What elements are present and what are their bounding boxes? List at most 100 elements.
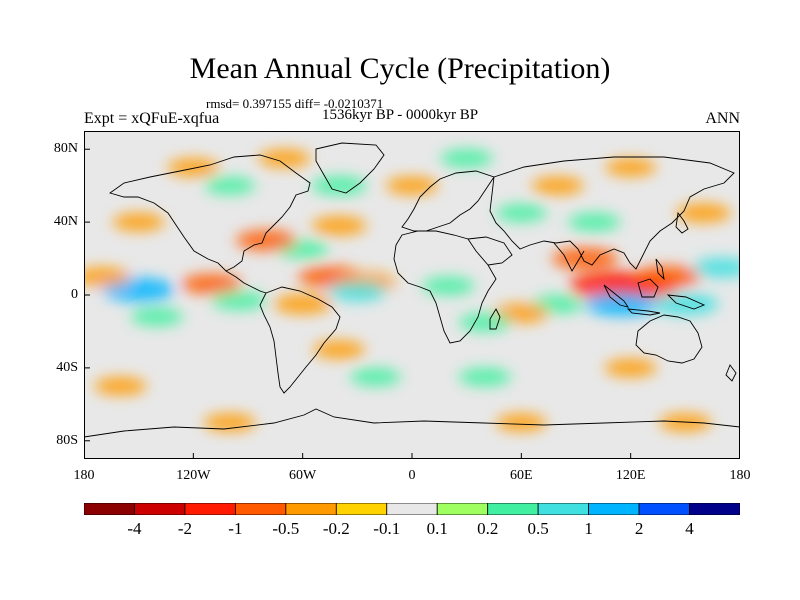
colorbar-segment-8 [487, 503, 539, 515]
anomaly-patch-26 [585, 292, 658, 317]
season-label: ANN [705, 110, 740, 127]
colorbar-label-2: -1 [228, 519, 243, 538]
x-tick-label-4: 60E [510, 468, 533, 483]
rmsd-diff-stats: rmsd= 0.397155 diff= -0.0210371 [206, 96, 384, 111]
anomaly-patch-41 [495, 413, 547, 432]
colorbar [84, 503, 740, 515]
coastline-java [626, 308, 661, 316]
anomaly-patch-1 [181, 273, 242, 295]
x-tick-label-3: 0 [408, 468, 416, 483]
coastline-borneo [637, 278, 659, 298]
colorbar-segment-0 [84, 503, 135, 515]
x-tick-label-5: 120E [615, 468, 646, 483]
anomaly-patch-34 [312, 340, 366, 359]
chart-title: Mean Annual Cycle (Precipitation) [189, 52, 611, 85]
anomaly-patch-9 [235, 229, 297, 251]
anomaly-patch-39 [203, 413, 256, 432]
anomaly-patch-15 [258, 149, 311, 168]
coastline-madagascar [489, 308, 501, 330]
anomaly-patch-22 [551, 247, 619, 270]
y-tick-label-2: 0 [71, 287, 78, 302]
colorbar-label-8: 0.5 [527, 519, 549, 538]
coastline-japan [675, 211, 689, 234]
y-tick-label-0: 80N [53, 141, 78, 157]
y-tick-label-1: 40N [53, 214, 78, 230]
coastline-philippines [655, 258, 665, 281]
anomaly-patch-40 [659, 413, 712, 432]
anomaly-patch-19 [605, 158, 657, 177]
coastline-asia [489, 156, 735, 270]
anomaly-patch-7 [328, 281, 387, 302]
colorbar-label-11: 4 [685, 519, 694, 538]
colorbar-segment-5 [335, 503, 388, 515]
colorbar-label-5: -0.1 [373, 519, 401, 538]
colorbar-label-4: -0.2 [322, 519, 350, 538]
anomaly-patch-13 [204, 176, 256, 195]
anomaly-patch-31 [458, 313, 512, 332]
anomaly-patch-33 [273, 294, 332, 315]
colorbar-segment-7 [436, 503, 489, 515]
colorbar-label-0: -4 [127, 519, 142, 538]
anomaly-patch-42 [675, 203, 732, 223]
coastline-europe [401, 170, 495, 232]
coastline-africa [393, 230, 497, 344]
precipitation-map [84, 131, 740, 459]
colorbar-segment-6 [386, 503, 438, 515]
colorbar-segment-10 [588, 503, 640, 515]
axis-ticks [84, 148, 740, 459]
coastline-antarctica [84, 408, 740, 438]
x-tick-label-6: 180 [729, 468, 751, 483]
coastline-north-america [108, 154, 311, 272]
colorbar-segment-11 [638, 503, 690, 515]
anomaly-patch-11 [112, 212, 165, 232]
coastline-central-america [225, 270, 267, 294]
anomaly-patch-20 [495, 204, 547, 222]
coastline-greenland [315, 142, 385, 194]
anomaly-patch-4 [211, 290, 267, 311]
colorbar-segment-1 [134, 503, 186, 515]
anomaly-patch-36 [458, 367, 512, 387]
anomaly-patch-37 [604, 358, 657, 378]
anomaly-patch-35 [350, 368, 402, 386]
coastline-sumatra [603, 284, 630, 308]
anomaly-patch-10 [311, 216, 367, 236]
x-tick-label-2: 60W [289, 468, 317, 483]
y-tick-label-3: 40S [56, 359, 78, 375]
x-tick-label-1: 120W [176, 468, 211, 483]
coastline-new-zealand [725, 364, 737, 382]
anomaly-patch-2 [84, 267, 130, 287]
coastline-australia [635, 314, 703, 364]
coastline-india [553, 242, 585, 272]
x-tick-label-0: 180 [73, 468, 95, 483]
y-tick-label-4: 80S [56, 432, 78, 448]
colorbar-segment-12 [689, 503, 740, 515]
colorbar-label-1: -2 [177, 519, 192, 538]
anomaly-patch-32 [422, 276, 475, 296]
anomaly-patch-38 [94, 376, 147, 396]
colorbar-label-10: 2 [634, 519, 644, 538]
coastline-arabia [467, 236, 513, 266]
coastlines [84, 142, 740, 438]
colorbar-label-9: 1 [584, 519, 593, 538]
colorbar-segment-3 [234, 503, 287, 515]
colorbar-label-7: 0.2 [477, 519, 499, 538]
anomaly-patch-18 [531, 176, 584, 195]
experiment-label: Expt = xQFuE-xqfua [84, 110, 220, 127]
anomaly-patch-27 [652, 292, 719, 316]
colorbar-segment-4 [285, 503, 337, 515]
anomaly-patch-17 [440, 149, 493, 168]
anomaly-patch-28 [692, 257, 740, 278]
coastline-new-guinea [666, 294, 706, 310]
anomaly-patch-25 [633, 265, 701, 288]
colorbar-segment-9 [537, 503, 590, 515]
coastline-south-america [259, 286, 341, 394]
colorbar-label-3: -0.5 [272, 519, 300, 538]
anomaly-patch-21 [568, 212, 621, 232]
precipitation-field [84, 149, 740, 432]
anomaly-patch-12 [167, 158, 220, 177]
anomaly-patch-3 [130, 307, 184, 327]
anomaly-patch-14 [311, 176, 367, 196]
anomaly-patch-16 [385, 176, 439, 195]
colorbar-segment-2 [184, 503, 236, 515]
colorbar-label-6: 0.1 [426, 519, 448, 538]
